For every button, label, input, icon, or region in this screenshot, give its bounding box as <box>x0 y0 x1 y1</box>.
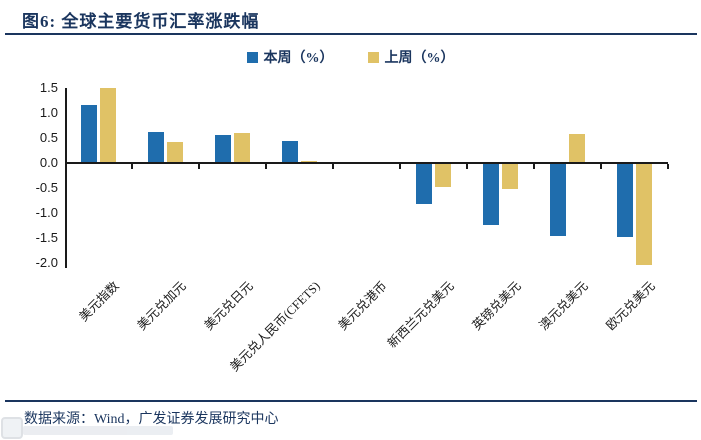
x-axis-tick <box>533 164 535 169</box>
footer-divider <box>5 400 697 402</box>
x-category-label: 美元兑加元 <box>134 278 189 333</box>
zero-axis-line <box>65 162 668 164</box>
x-category-label: 欧元兑美元 <box>603 278 658 333</box>
legend: 本周（%） 上周（%） <box>0 47 701 67</box>
bar-last-week <box>435 164 451 187</box>
bar-last-week <box>569 134 585 163</box>
bar-this-week <box>416 164 432 204</box>
y-tick-label: 1.0 <box>39 105 58 120</box>
legend-swatch-last-week <box>367 51 379 63</box>
x-category-label: 美元兑人民币(CFETS) <box>226 278 323 375</box>
bar-this-week <box>550 164 566 236</box>
bar-this-week <box>81 104 97 163</box>
x-axis-tick <box>600 164 602 169</box>
y-tick-label: -1.0 <box>35 205 58 220</box>
bar-this-week <box>215 135 231 163</box>
y-tick-label: -1.5 <box>35 230 58 245</box>
x-axis-tick <box>198 164 200 169</box>
legend-label-last-week: 上周（%） <box>384 51 455 66</box>
x-category-label: 美元兑日元 <box>201 278 256 333</box>
x-category-label: 新西兰元兑美元 <box>384 278 457 351</box>
watermark-logo-icon <box>1 417 23 439</box>
bar-last-week <box>167 141 183 163</box>
legend-item-this-week: 本周（%） <box>246 47 334 67</box>
bar-last-week <box>234 132 250 163</box>
x-axis-tick <box>265 164 267 169</box>
x-category-label: 英镑兑美元 <box>469 278 524 333</box>
title-divider <box>5 33 697 35</box>
legend-label-this-week: 本周（%） <box>263 51 334 66</box>
y-tick-label: 1.5 <box>39 80 58 95</box>
x-axis-tick <box>399 164 401 169</box>
bar-last-week <box>100 88 116 163</box>
x-category-label: 美元兑港币 <box>335 278 390 333</box>
x-axis-tick <box>667 164 669 169</box>
bar-this-week <box>282 141 298 163</box>
plot-area: 美元指数 美元兑加元 美元兑日元 美元兑人民币(CFETS) 美元兑港币 新西兰元兑美元英… <box>65 88 669 374</box>
bar-last-week <box>502 164 518 189</box>
y-tick-label: -2.0 <box>35 255 58 270</box>
x-category-label: 澳元兑美元 <box>536 278 591 333</box>
bar-this-week <box>483 164 499 225</box>
data-source: 数据来源：Wind，广发证券发展研究中心 <box>24 412 279 427</box>
bar-this-week <box>148 132 164 163</box>
y-tick-label: -0.5 <box>35 180 58 195</box>
x-axis-tick <box>131 164 133 169</box>
bar-chart: 1.5 1.0 0.5 0.0 -0.5 -1.0 -1.5 -2.0 美元指数 美元兑加元 美元… <box>35 80 669 374</box>
figure-title: 图6: 全球主要货币汇率涨跌幅 <box>22 12 260 31</box>
y-axis-line <box>65 88 67 268</box>
y-tick-label: 0.0 <box>39 155 58 170</box>
legend-swatch-this-week <box>246 51 258 63</box>
y-tick-label: 0.5 <box>39 130 58 145</box>
bar-this-week <box>617 164 633 237</box>
bar-last-week <box>636 164 652 265</box>
watermark-text-strip <box>23 426 173 435</box>
x-axis-tick <box>332 164 334 169</box>
legend-item-last-week: 上周（%） <box>367 47 455 67</box>
x-axis-tick <box>466 164 468 169</box>
